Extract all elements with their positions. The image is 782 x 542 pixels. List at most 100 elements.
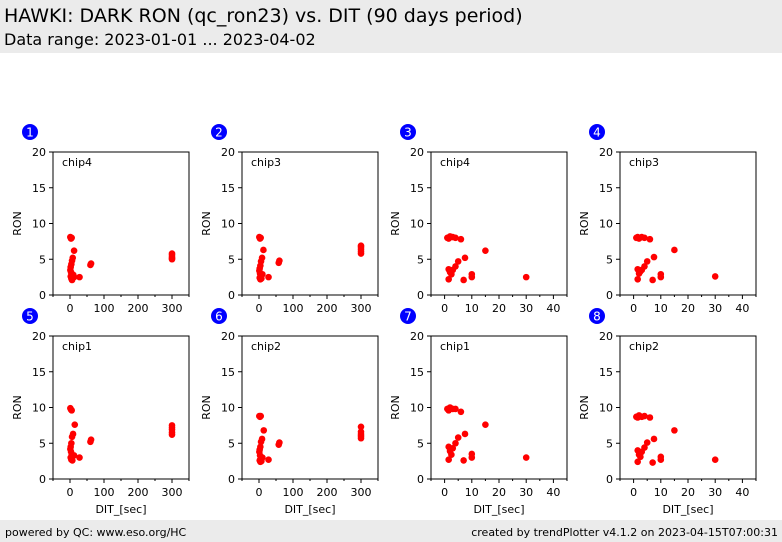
x-axis-label: DIT_[sec] [284,503,335,516]
powered-by-text: powered by QC: www.eso.org/HC [5,526,187,539]
data-point [649,276,656,284]
data-point [257,234,265,242]
x-tick-label: 0 [67,486,74,499]
y-tick-label: 20 [410,146,424,159]
data-point [460,457,467,464]
panel-number-label: 8 [593,310,601,324]
y-axis-label: RON [578,211,591,236]
data-point [468,454,476,461]
x-tick-label: 0 [256,486,263,499]
data-point [454,434,462,441]
x-tick-label: 40 [735,302,749,315]
x-tick-label: 0 [630,486,637,499]
panel-number-label: 1 [26,126,34,140]
data-point [482,247,489,254]
data-point [711,273,719,280]
x-tick-label: 100 [94,302,115,315]
x-tick-label: 0 [441,486,448,499]
data-point [168,422,176,429]
y-tick-label: 15 [221,366,235,379]
x-tick-label: 40 [546,302,560,315]
data-point [448,270,455,278]
y-tick-label: 0 [39,473,46,486]
x-tick-label: 0 [256,302,263,315]
y-tick-label: 20 [32,330,46,343]
data-point [657,456,665,463]
data-point [259,270,266,278]
data-point [657,273,665,281]
data-point [76,454,83,461]
x-axis-label: DIT_[sec] [473,503,524,516]
data-point [68,234,75,242]
panel-number-label: 6 [215,310,223,324]
panel-number-label: 7 [404,310,412,324]
panel-number-label: 2 [215,126,223,140]
y-tick-label: 20 [221,330,235,343]
y-tick-label: 0 [606,289,613,302]
y-tick-label: 10 [32,218,46,231]
y-tick-label: 15 [599,366,613,379]
chip-label: chip3 [251,156,281,169]
y-tick-label: 5 [228,437,235,450]
y-tick-label: 10 [410,402,424,415]
y-tick-label: 10 [599,402,613,415]
data-point [634,458,641,466]
data-point [637,453,644,461]
x-tick-label: 0 [630,302,637,315]
data-point [445,456,452,463]
y-tick-label: 20 [599,330,613,343]
data-point [468,273,476,281]
page-title: HAWKI: DARK RON (qc_ron23) vs. DIT (90 d… [4,5,523,27]
x-tick-label: 300 [351,486,372,499]
y-tick-label: 0 [39,289,46,302]
data-point [357,423,365,431]
y-tick-label: 10 [221,218,235,231]
y-tick-label: 15 [221,182,235,195]
chip-label: chip4 [440,156,470,169]
y-axis-label: RON [578,395,591,420]
data-point [643,258,651,265]
x-tick-label: 10 [654,302,668,315]
y-tick-label: 5 [228,253,235,266]
panel-number-label: 5 [26,310,34,324]
data-point [445,275,452,283]
y-tick-label: 10 [32,402,46,415]
data-point [643,439,651,446]
data-point [457,408,465,416]
data-point [168,255,176,262]
x-tick-label: 20 [681,486,695,499]
x-tick-label: 10 [465,486,479,499]
y-tick-label: 15 [410,366,424,379]
data-point [87,436,95,443]
panel-number-label: 4 [593,126,601,140]
x-tick-label: 200 [317,302,338,315]
axes-frame [241,151,379,296]
x-axis-label: DIT_[sec] [95,503,146,516]
data-point [448,451,455,458]
data-point [452,234,459,242]
data-point [711,456,719,463]
y-tick-label: 0 [606,473,613,486]
data-point [646,235,654,243]
data-point [357,428,365,436]
data-point [70,273,78,281]
data-point [671,246,678,254]
data-point [646,414,654,421]
data-point [482,421,489,428]
x-tick-label: 40 [546,486,560,499]
panel-number-badge [589,124,605,140]
y-axis-label: RON [200,395,213,420]
y-tick-label: 15 [410,182,424,195]
x-tick-label: 300 [162,486,183,499]
y-tick-label: 5 [417,253,424,266]
panel-number-badge [22,124,38,140]
x-tick-label: 100 [94,486,115,499]
panel-number-badge [211,124,227,140]
y-tick-label: 5 [606,253,613,266]
y-tick-label: 15 [32,182,46,195]
x-tick-label: 30 [708,486,722,499]
y-tick-label: 0 [228,473,235,486]
data-point [454,258,462,265]
y-tick-label: 0 [228,289,235,302]
footer-bar: powered by QC: www.eso.org/HC created by… [0,520,782,542]
